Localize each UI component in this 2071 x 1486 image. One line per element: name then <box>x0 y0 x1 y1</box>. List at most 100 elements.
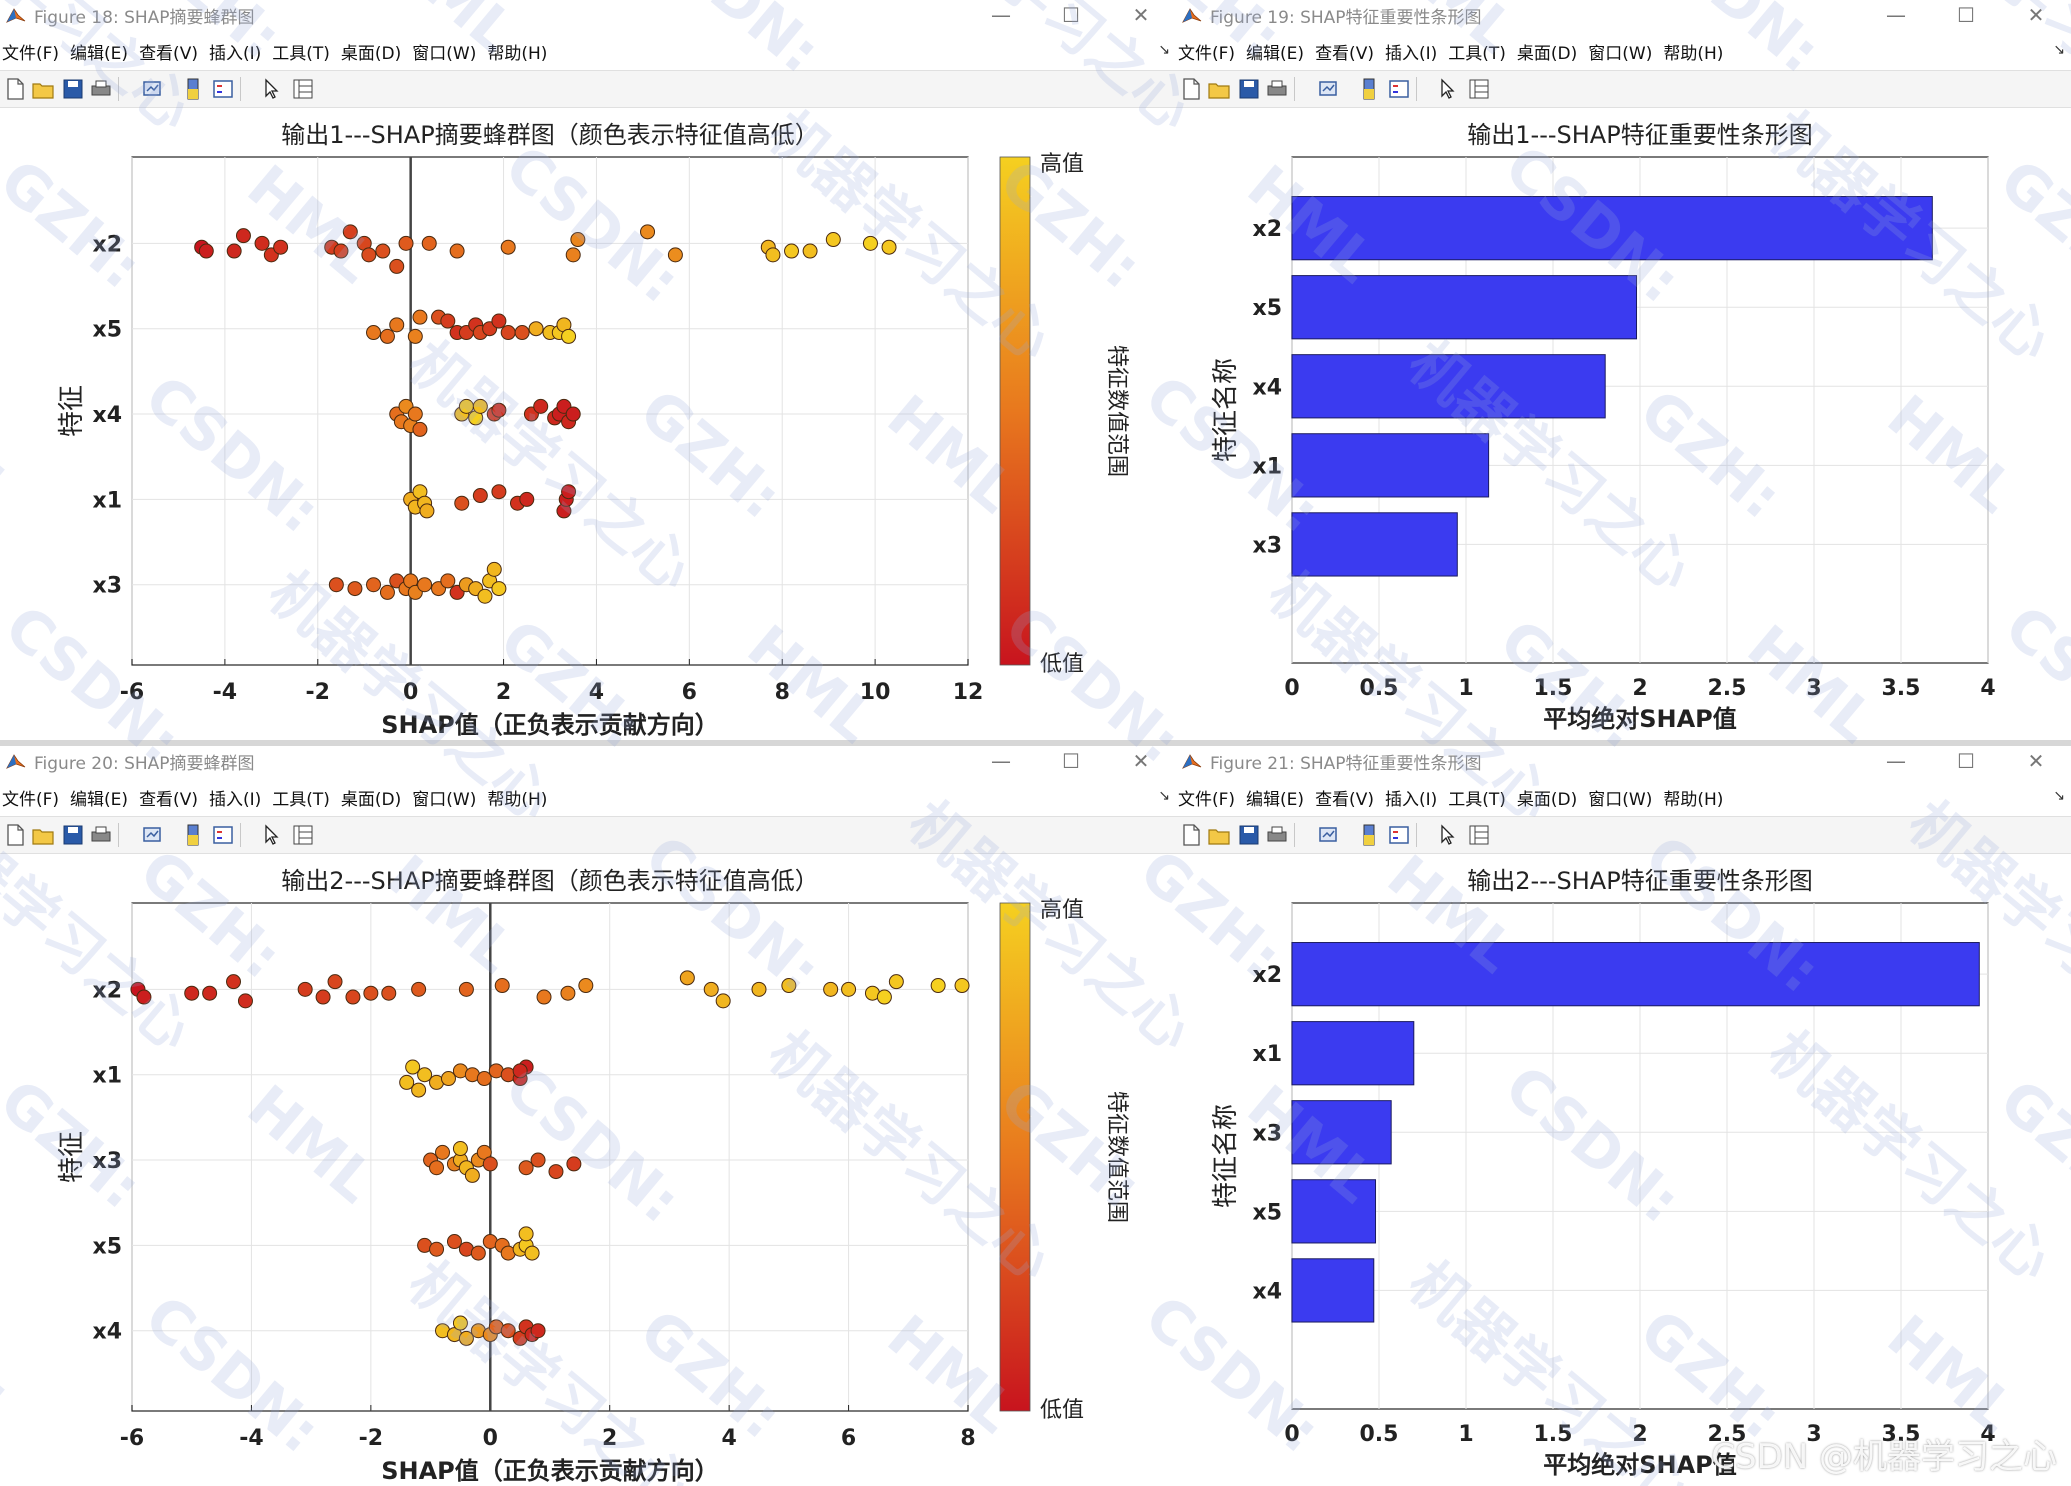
maximize-button[interactable]: ☐ <box>1062 3 1080 27</box>
menu-item[interactable]: 帮助(H) <box>487 43 548 64</box>
pointer-icon[interactable] <box>1434 822 1460 848</box>
menu-item[interactable]: 工具(T) <box>272 789 330 810</box>
menu-item[interactable]: 工具(T) <box>272 43 330 64</box>
menu-item[interactable]: 文件(F) <box>1178 43 1236 64</box>
maximize-button[interactable]: ☐ <box>1957 749 1975 773</box>
link-plot-icon[interactable] <box>140 822 166 848</box>
insert-colorbar-icon[interactable] <box>1356 76 1382 102</box>
menu-item[interactable]: 桌面(D) <box>1516 789 1578 810</box>
print-icon[interactable] <box>88 822 114 848</box>
shap-point <box>366 325 382 341</box>
open-folder-icon[interactable] <box>1206 76 1232 102</box>
menu-item[interactable]: 窗口(W) <box>412 789 477 810</box>
menu-item[interactable]: 桌面(D) <box>1516 43 1578 64</box>
menu-overflow-icon[interactable]: ↘ <box>2053 788 2065 804</box>
maximize-button[interactable]: ☐ <box>1062 749 1080 773</box>
menu-item[interactable]: 文件(F) <box>2 789 60 810</box>
y-tick-label: x4 <box>93 1320 123 1345</box>
property-inspector-icon[interactable] <box>1466 822 1492 848</box>
new-file-icon[interactable] <box>1178 822 1204 848</box>
insert-legend-icon[interactable] <box>1386 822 1412 848</box>
menu-item[interactable]: 插入(I) <box>1384 43 1438 64</box>
shap-point <box>578 978 594 994</box>
pointer-icon[interactable] <box>258 76 284 102</box>
plot-area: 0 0.5 1 1.5 2 2.5 3 3.5 4 x2 x1 x3 x5 x4 输出2---SHAP特征重… <box>1176 853 2071 1486</box>
shap-point <box>494 978 510 994</box>
menu-overflow-icon[interactable]: ↘ <box>2053 42 2065 58</box>
menu-item[interactable]: 文件(F) <box>2 43 60 64</box>
menu-item[interactable]: 插入(I) <box>208 43 262 64</box>
shap-point <box>235 228 251 244</box>
menu-item[interactable]: 桌面(D) <box>340 789 402 810</box>
menu-item[interactable]: 帮助(H) <box>487 789 548 810</box>
pointer-icon[interactable] <box>258 822 284 848</box>
maximize-button[interactable]: ☐ <box>1957 3 1975 27</box>
property-inspector-icon[interactable] <box>290 76 316 102</box>
link-plot-icon[interactable] <box>1316 822 1342 848</box>
figure-window-20: Figure 20: SHAP摘要蜂群图 — ☐ ✕ 文件(F) 编辑(E) 查看(V) 插入… <box>0 746 1176 1486</box>
save-icon[interactable] <box>1236 822 1262 848</box>
pointer-icon[interactable] <box>1434 76 1460 102</box>
close-button[interactable]: ✕ <box>2027 3 2045 27</box>
menu-item[interactable]: 插入(I) <box>1384 789 1438 810</box>
link-plot-icon[interactable] <box>1316 76 1342 102</box>
shap-point <box>464 1167 480 1183</box>
close-button[interactable]: ✕ <box>1132 749 1150 773</box>
menu-item[interactable]: 工具(T) <box>1448 789 1506 810</box>
insert-colorbar-icon[interactable] <box>180 76 206 102</box>
print-icon[interactable] <box>1264 822 1290 848</box>
menu-overflow-icon[interactable]: ↘ <box>1158 42 1170 58</box>
x-axis-label: SHAP值（正负表示贡献方向） <box>381 711 719 739</box>
colorbar-title: 特征数值范围 <box>1104 345 1129 477</box>
insert-colorbar-icon[interactable] <box>1356 822 1382 848</box>
property-inspector-icon[interactable] <box>1466 76 1492 102</box>
save-icon[interactable] <box>1236 76 1262 102</box>
minimize-button[interactable]: — <box>1886 749 1906 773</box>
colorbar-title: 特征数值范围 <box>1104 1091 1129 1223</box>
menu-item[interactable]: 文件(F) <box>1178 789 1236 810</box>
minimize-button[interactable]: — <box>1886 3 1906 27</box>
close-button[interactable]: ✕ <box>1132 3 1150 27</box>
minimize-button[interactable]: — <box>991 3 1011 27</box>
new-file-icon[interactable] <box>1178 76 1204 102</box>
new-file-icon[interactable] <box>2 822 28 848</box>
menu-item[interactable]: 窗口(W) <box>1588 43 1653 64</box>
new-file-icon[interactable] <box>2 76 28 102</box>
menu-item[interactable]: 编辑(E) <box>1246 43 1305 64</box>
menu-item[interactable]: 桌面(D) <box>340 43 402 64</box>
menu-item[interactable]: 查看(V) <box>1315 789 1374 810</box>
open-folder-icon[interactable] <box>30 76 56 102</box>
menu-overflow-icon[interactable]: ↘ <box>1158 788 1170 804</box>
menu-item[interactable]: 查看(V) <box>139 43 198 64</box>
insert-colorbar-icon[interactable] <box>180 822 206 848</box>
shap-point <box>548 1164 564 1180</box>
menu-item[interactable]: 插入(I) <box>208 789 262 810</box>
menu-item[interactable]: 查看(V) <box>1315 43 1374 64</box>
shap-point <box>452 1141 468 1157</box>
close-button[interactable]: ✕ <box>2027 749 2045 773</box>
save-icon[interactable] <box>60 76 86 102</box>
menu-item[interactable]: 帮助(H) <box>1663 789 1724 810</box>
open-folder-icon[interactable] <box>30 822 56 848</box>
save-icon[interactable] <box>60 822 86 848</box>
menu-item[interactable]: 编辑(E) <box>1246 789 1305 810</box>
menu-item[interactable]: 帮助(H) <box>1663 43 1724 64</box>
print-icon[interactable] <box>88 76 114 102</box>
print-icon[interactable] <box>1264 76 1290 102</box>
insert-legend-icon[interactable] <box>1386 76 1412 102</box>
toolbar-separator <box>118 77 119 101</box>
menu-item[interactable]: 查看(V) <box>139 789 198 810</box>
menu-item[interactable]: 窗口(W) <box>1588 789 1653 810</box>
menu-item[interactable]: 窗口(W) <box>412 43 477 64</box>
menu-item[interactable]: 工具(T) <box>1448 43 1506 64</box>
menu-item[interactable]: 编辑(E) <box>70 43 129 64</box>
menu-item[interactable]: 编辑(E) <box>70 789 129 810</box>
open-folder-icon[interactable] <box>1206 822 1232 848</box>
link-plot-icon[interactable] <box>140 76 166 102</box>
menu-bar: 文件(F) 编辑(E) 查看(V) 插入(I) 工具(T) 桌面(D) 窗口(W) 帮助(H) <box>0 34 1176 68</box>
property-inspector-icon[interactable] <box>290 822 316 848</box>
insert-legend-icon[interactable] <box>210 822 236 848</box>
minimize-button[interactable]: — <box>991 749 1011 773</box>
shap-point <box>226 243 242 259</box>
insert-legend-icon[interactable] <box>210 76 236 102</box>
